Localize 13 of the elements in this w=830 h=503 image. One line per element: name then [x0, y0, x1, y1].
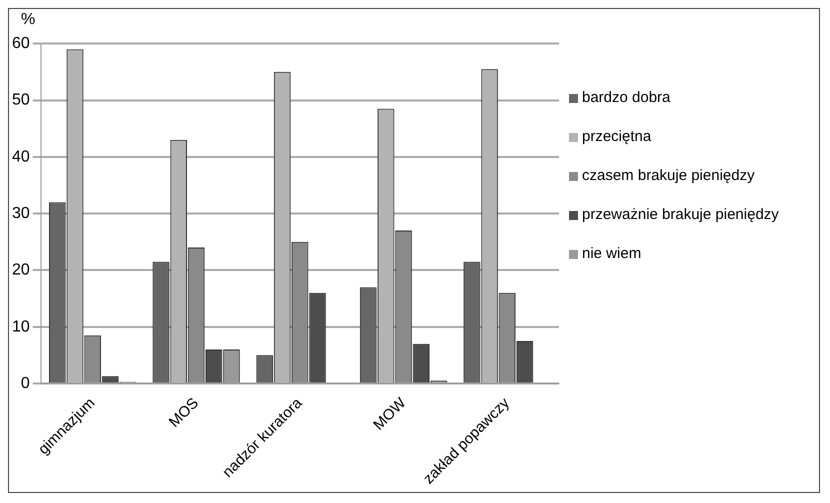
legend-label: przeważnie brakuje pieniędzy [582, 206, 779, 223]
legend-label: bardzo dobra [582, 89, 670, 106]
y-tick-label: 30 [12, 204, 30, 222]
legend-label: nie wiem [582, 245, 642, 262]
y-tick-label: 10 [12, 318, 30, 336]
legend-label: czasem brakuje pieniędzy [582, 167, 755, 184]
y-tick-label: 0 [20, 374, 30, 392]
y-tick-label: 50 [12, 92, 30, 109]
y-axis-title: % [21, 11, 36, 29]
y-tick-label: 40 [12, 148, 30, 166]
legend-label: przeciętna [582, 128, 652, 145]
y-tick-label: 60 [12, 35, 30, 52]
y-tick-label: 20 [12, 262, 30, 279]
